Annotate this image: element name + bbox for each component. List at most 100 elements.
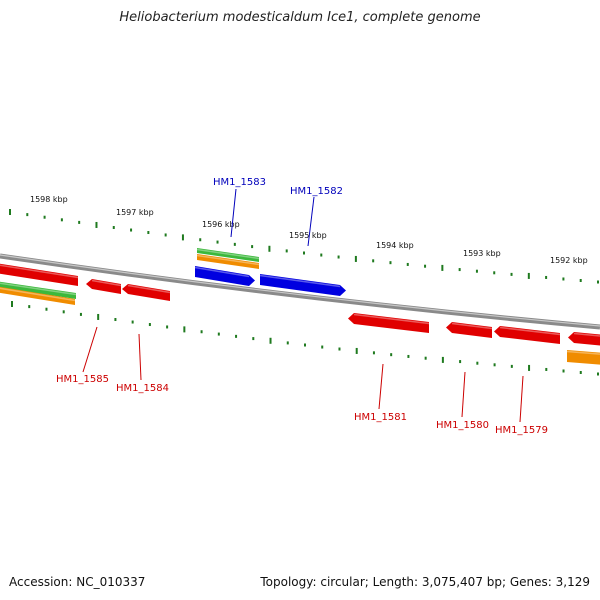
gene-red-bar-highlight bbox=[127, 284, 171, 294]
inner-tick bbox=[166, 325, 169, 329]
inner-tick bbox=[407, 354, 410, 358]
inner-tick bbox=[200, 330, 203, 334]
outer-tick bbox=[285, 249, 288, 253]
inner-tick bbox=[545, 367, 548, 371]
gene-green-bar-highlight bbox=[196, 248, 260, 260]
scale-label: 1597 kbp bbox=[116, 208, 154, 217]
gene-red-bar-highlight bbox=[0, 264, 79, 279]
outer-tick bbox=[9, 209, 11, 215]
outer-tick bbox=[389, 261, 392, 265]
scale-label: 1596 kbp bbox=[202, 220, 240, 229]
inner-tick bbox=[459, 360, 462, 364]
gene-label[interactable]: HM1_1582 bbox=[290, 186, 343, 197]
gene-orange-bar-highlight bbox=[566, 350, 600, 355]
label-leader-line bbox=[82, 326, 98, 373]
outer-tick bbox=[475, 269, 478, 273]
gene-red-bar bbox=[446, 322, 492, 338]
outer-tick bbox=[233, 242, 236, 246]
gene-orange-bar bbox=[197, 254, 259, 269]
outer-tick bbox=[562, 277, 565, 281]
gene-red-bar bbox=[122, 284, 170, 301]
outer-tick bbox=[181, 234, 184, 241]
accession-text: Accession: NC_010337 bbox=[9, 575, 146, 589]
inner-tick bbox=[148, 323, 151, 327]
inner-tick bbox=[97, 313, 100, 320]
gene-blue-bar bbox=[260, 274, 346, 296]
label-leader-line bbox=[307, 196, 315, 247]
outer-tick bbox=[43, 215, 46, 219]
backbone-line bbox=[0, 253, 600, 330]
gene-orange-bar-highlight bbox=[196, 254, 260, 266]
gene-red-bar bbox=[0, 263, 78, 286]
topology-summary: Topology: circular; Length: 3,075,407 bp… bbox=[260, 575, 590, 589]
scale-label: 1592 kbp bbox=[550, 256, 588, 265]
outer-tick bbox=[216, 240, 219, 244]
inner-tick bbox=[355, 347, 358, 354]
genome-backbone bbox=[0, 253, 600, 330]
outer-tick bbox=[354, 255, 357, 262]
outer-tick bbox=[597, 280, 599, 284]
outer-tick bbox=[441, 264, 444, 271]
outer-tick bbox=[372, 259, 375, 263]
gene-red-bar-highlight bbox=[353, 313, 430, 325]
label-leader-line bbox=[230, 188, 237, 238]
gene-label[interactable]: HM1_1585 bbox=[56, 374, 109, 385]
gene-red-bar-highlight bbox=[91, 279, 122, 287]
inner-tick bbox=[62, 310, 65, 314]
outer-tick-row bbox=[9, 209, 599, 284]
inner-tick-row bbox=[11, 301, 599, 376]
inner-tick bbox=[321, 345, 324, 349]
inner-tick bbox=[28, 305, 31, 309]
outer-tick bbox=[95, 221, 98, 228]
gene-blue-bar bbox=[195, 266, 255, 286]
inner-tick bbox=[372, 351, 375, 355]
inner-tick bbox=[252, 337, 255, 341]
outer-tick bbox=[579, 278, 582, 282]
outer-tick bbox=[424, 264, 427, 268]
gene-blue-bar-highlight bbox=[194, 266, 250, 278]
inner-tick bbox=[11, 301, 13, 307]
outer-tick bbox=[251, 245, 254, 249]
inner-tick bbox=[424, 356, 427, 360]
inner-tick bbox=[390, 353, 393, 357]
gene-green-bar bbox=[0, 281, 76, 299]
label-leader-line bbox=[138, 333, 142, 381]
inner-tick bbox=[79, 312, 82, 316]
inner-tick bbox=[510, 364, 513, 368]
gene-red-bar-highlight bbox=[451, 322, 493, 330]
gene-label[interactable]: HM1_1579 bbox=[495, 425, 548, 436]
inner-tick bbox=[493, 363, 496, 367]
gene-label[interactable]: HM1_1583 bbox=[213, 177, 266, 188]
gene-red-bar bbox=[568, 332, 600, 346]
scale-labels: 1598 kbp 1597 kbp 1596 kbp 1595 kbp 1594 kbp… bbox=[30, 195, 588, 265]
inner-tick bbox=[304, 343, 306, 347]
gene-red-bar bbox=[348, 313, 429, 333]
inner-tick bbox=[441, 356, 444, 363]
outer-tick bbox=[130, 228, 133, 232]
label-leader-line bbox=[519, 375, 524, 423]
gene-red-bar bbox=[494, 326, 560, 344]
inner-tick bbox=[269, 337, 272, 344]
backbone-highlight bbox=[0, 254, 600, 327]
outer-tick bbox=[458, 268, 461, 272]
outer-tick bbox=[493, 271, 496, 275]
inner-tick bbox=[183, 326, 186, 333]
outer-tick bbox=[78, 220, 81, 224]
gene-features bbox=[0, 248, 600, 365]
gene-orange-bar bbox=[0, 286, 75, 305]
gene-label[interactable]: HM1_1581 bbox=[354, 412, 407, 423]
gene-labels: HM1_1583 HM1_1582 HM1_1585 HM1_1584 HM1_1581… bbox=[56, 177, 548, 436]
outer-tick bbox=[527, 272, 530, 279]
scale-label: 1598 kbp bbox=[30, 195, 68, 204]
gene-label[interactable]: HM1_1580 bbox=[436, 420, 489, 431]
gene-label[interactable]: HM1_1584 bbox=[116, 383, 169, 394]
outer-tick bbox=[60, 218, 63, 222]
gene-orange-bar-highlight bbox=[0, 287, 76, 302]
outer-tick bbox=[199, 238, 202, 242]
inner-tick bbox=[476, 361, 479, 365]
inner-tick bbox=[338, 347, 341, 351]
outer-tick bbox=[320, 253, 323, 257]
scale-label: 1595 kbp bbox=[289, 231, 327, 240]
outer-tick bbox=[112, 226, 115, 230]
